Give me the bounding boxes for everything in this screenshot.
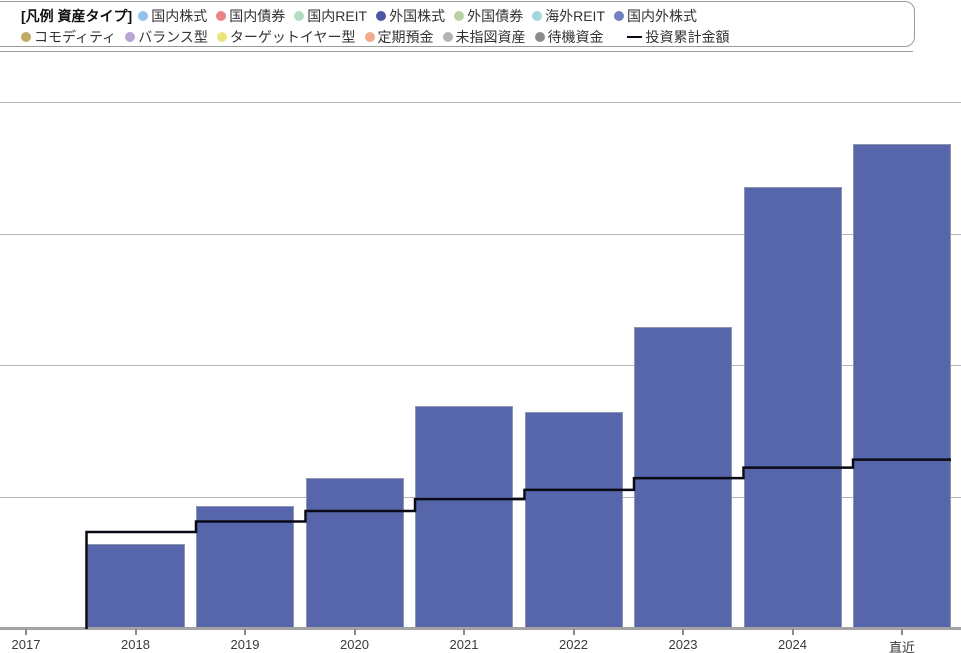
x-tick xyxy=(791,629,794,635)
x-tick xyxy=(901,629,903,635)
legend-item: 未指図資産 xyxy=(442,27,526,47)
legend-item-label: バランス型 xyxy=(138,28,208,45)
legend-item: 国内REIT xyxy=(294,6,367,26)
legend-item-label: 国内株式 xyxy=(151,7,208,24)
x-tick-label: 2018 xyxy=(121,637,150,652)
bar-直近 xyxy=(853,144,951,628)
x-axis-line xyxy=(0,627,961,630)
legend-item-label: 未指図資産 xyxy=(455,28,526,45)
legend-row-2-items: コモディティ バランス型 ターゲットイヤー型 定期預金 未指図資産 待機資金 投資累計金額 xyxy=(21,27,739,47)
legend-item: 国内株式 xyxy=(138,6,207,26)
legend-item-label: 待機資金 xyxy=(547,28,604,45)
gridline xyxy=(0,365,961,366)
dot-marker-icon xyxy=(216,10,227,21)
line-marker-icon xyxy=(626,35,642,38)
legend-item: 外国債券 xyxy=(454,6,523,26)
bar-2024 xyxy=(743,187,842,628)
legend-row-1-items: 国内株式 国内債券 国内REIT 外国株式 外国債券 海外REIT 国内外株式 xyxy=(138,6,706,26)
legend-item-label: 定期預金 xyxy=(377,28,434,45)
legend-item-label: 国内REIT xyxy=(307,7,368,24)
dot-marker-icon xyxy=(21,31,31,42)
gridline xyxy=(0,102,961,103)
dot-marker-icon xyxy=(364,31,375,42)
bar-2020 xyxy=(305,478,404,628)
legend-item-label: 海外REIT xyxy=(545,7,605,24)
legend-item-label: 外国債券 xyxy=(467,7,524,24)
legend-item: バランス型 xyxy=(125,27,208,47)
bar-2021 xyxy=(415,405,513,628)
dot-marker-icon xyxy=(614,10,624,21)
dot-marker-icon xyxy=(125,31,136,42)
legend-item-label: 外国株式 xyxy=(389,7,446,24)
x-tick xyxy=(25,629,27,635)
x-tick-label: 2021 xyxy=(449,637,479,652)
x-tick xyxy=(134,629,137,635)
dot-marker-icon xyxy=(216,31,227,42)
dot-marker-icon xyxy=(138,10,149,21)
legend-item-label: コモディティ xyxy=(34,28,117,45)
legend-item: 外国株式 xyxy=(376,6,445,26)
legend-item: 待機資金 xyxy=(534,27,604,47)
legend-item: ターゲットイヤー型 xyxy=(216,27,356,47)
x-tick-label: 2024 xyxy=(778,637,807,652)
x-tick-label: 2019 xyxy=(230,637,260,652)
legend-item-label: 国内債券 xyxy=(229,7,286,24)
legend-item-label: 投資累計金額 xyxy=(645,28,730,45)
legend-item: 国内債券 xyxy=(216,6,285,26)
legend-item: 海外REIT xyxy=(532,6,605,26)
bar-2023 xyxy=(634,326,732,628)
x-tick-label: 2022 xyxy=(559,637,588,652)
x-tick xyxy=(353,629,356,635)
legend-divider xyxy=(0,51,913,52)
x-tick xyxy=(463,629,465,635)
dot-marker-icon xyxy=(294,10,305,21)
dot-marker-icon xyxy=(376,10,387,21)
legend-box: [凡例 資産タイプ] 国内株式 国内債券 国内REIT 外国株式 外国債券 海外REIT 国… xyxy=(0,1,915,47)
legend-item-label: 国内外株式 xyxy=(627,7,697,24)
bar-2022 xyxy=(524,412,623,628)
x-tick xyxy=(572,629,575,635)
x-tick xyxy=(682,629,684,635)
x-tick-label: 直近 xyxy=(888,640,915,653)
dot-marker-icon xyxy=(532,10,543,21)
bar-2018 xyxy=(86,543,185,628)
dot-marker-icon xyxy=(534,31,545,42)
legend-item: 定期預金 xyxy=(364,27,434,47)
x-tick-label: 2023 xyxy=(668,637,698,652)
bar-2019 xyxy=(196,505,294,628)
legend-item: 国内外株式 xyxy=(614,6,697,26)
gridline xyxy=(0,233,961,235)
legend-item: 投資累計金額 xyxy=(613,27,730,47)
legend-row-2: コモディティ バランス型 ターゲットイヤー型 定期預金 未指図資産 待機資金 投資累計金額 xyxy=(21,26,906,47)
dot-marker-icon xyxy=(454,10,465,21)
legend-item: コモディティ xyxy=(21,27,116,47)
dot-marker-icon xyxy=(442,31,453,42)
x-tick xyxy=(244,629,246,635)
x-tick-label: 2017 xyxy=(11,637,41,652)
legend-item-label: ターゲットイヤー型 xyxy=(229,28,356,45)
legend-row-1: [凡例 資産タイプ] 国内株式 国内債券 国内REIT 外国株式 外国債券 海外REIT 国… xyxy=(21,5,906,26)
legend-title: [凡例 資産タイプ] xyxy=(21,7,133,24)
x-tick-label: 2020 xyxy=(340,637,369,652)
